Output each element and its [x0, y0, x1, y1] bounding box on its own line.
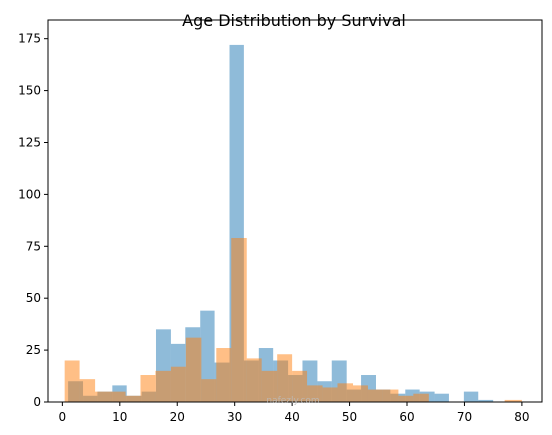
histogram-bar-s1-b13	[261, 370, 278, 402]
x-tick-label: 20	[170, 410, 185, 424]
histogram-bar-s1-b29	[504, 399, 522, 402]
histogram-bar-s1-b15	[292, 370, 308, 402]
histogram-bar-s1-b7	[170, 366, 186, 402]
histogram-bar-s1-b21	[382, 389, 399, 402]
x-axis-ticks: 0 10 20 30 40 50 60 70 80	[59, 402, 530, 424]
histogram-bar-s1-b17	[322, 387, 338, 402]
histogram-bar-s1-b5	[140, 375, 156, 402]
y-tick-label: 150	[18, 84, 41, 98]
y-tick-label: 100	[18, 187, 41, 201]
histogram-bar-s1-b14	[277, 354, 293, 402]
x-tick-label: 80	[514, 410, 529, 424]
y-axis-ticks: 0 25 50 75 100 125 150 175	[18, 32, 48, 409]
histogram-bar-s1-b4	[125, 395, 141, 402]
watermark-text: nafezly.com	[266, 396, 320, 406]
y-tick-label: 0	[33, 395, 41, 409]
histogram-bar-s0-b28	[478, 399, 494, 402]
histogram-bar-s1-b1	[79, 379, 96, 402]
histogram-bar-s1-b0	[64, 360, 80, 402]
histogram-bar-s0-b25	[434, 393, 449, 402]
histogram-bar-s1-b22	[398, 395, 414, 402]
x-tick-label: 50	[342, 410, 357, 424]
histogram-bar-s1-b20	[367, 389, 383, 402]
y-tick-label: 125	[18, 135, 41, 149]
histogram-bar-s1-b9	[201, 379, 217, 402]
plot-frame	[47, 19, 543, 403]
histogram-bar-s1-b23	[413, 393, 429, 402]
x-tick-label: 60	[399, 410, 414, 424]
histogram-bar-s1-b19	[353, 385, 368, 402]
histogram-bar-s1-b18	[337, 383, 354, 402]
x-tick-label: 40	[284, 410, 299, 424]
bars-layer	[64, 44, 522, 402]
histogram-bar-s1-b6	[155, 370, 171, 402]
y-tick-label: 50	[26, 291, 41, 305]
x-tick-label: 70	[457, 410, 472, 424]
histogram-bar-s1-b10	[216, 348, 232, 402]
y-tick-label: 75	[26, 239, 41, 253]
histogram-bar-s1-b16	[307, 385, 323, 402]
histogram-bar-s1-b11	[231, 237, 247, 402]
y-tick-label: 175	[18, 32, 41, 46]
histogram-bar-s1-b8	[185, 337, 202, 402]
histogram-bar-s0-b27	[463, 391, 479, 402]
x-tick-label: 0	[59, 410, 67, 424]
x-tick-label: 30	[227, 410, 242, 424]
histogram-bar-s1-b12	[246, 358, 262, 402]
y-tick-label: 25	[26, 343, 41, 357]
x-tick-label: 10	[112, 410, 127, 424]
histogram-bar-s1-b2	[95, 391, 111, 402]
histogram-bar-s1-b3	[110, 391, 126, 402]
